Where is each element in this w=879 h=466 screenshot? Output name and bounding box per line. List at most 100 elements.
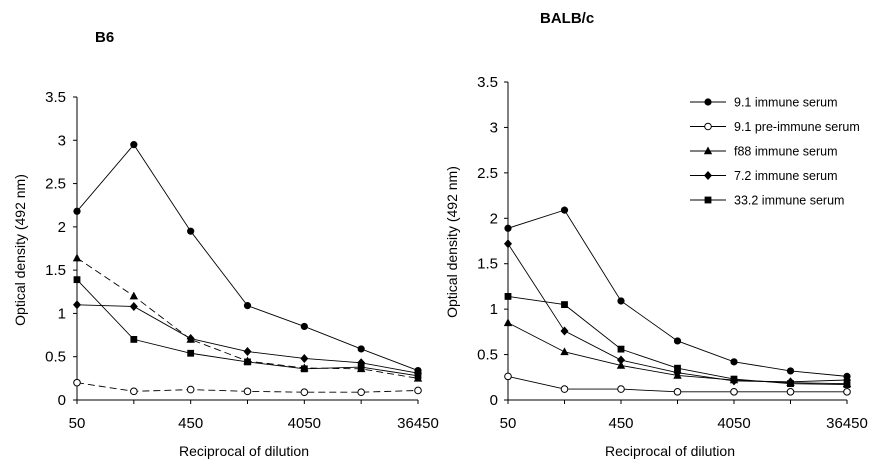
data-point [186, 385, 195, 394]
legend-label: 9.1 immune serum [734, 96, 838, 110]
series-1 [504, 372, 851, 396]
data-point [616, 360, 626, 369]
legend-label: 9.1 pre-immune serum [734, 120, 860, 134]
x-tick-label: 50 [500, 415, 517, 432]
y-tick-label: 2.5 [477, 165, 498, 182]
data-point [243, 347, 252, 357]
y-tick-label: 0.5 [477, 347, 498, 364]
data-point [73, 300, 81, 310]
data-point [187, 227, 195, 235]
data-point [730, 358, 738, 366]
y-tick-label: 3.5 [477, 74, 498, 91]
data-point [787, 380, 794, 388]
legend-marker [704, 171, 712, 180]
series-line [507, 209, 848, 377]
legend-marker [703, 146, 713, 155]
data-point [130, 336, 138, 343]
data-point [730, 388, 738, 396]
legend-marker [704, 122, 712, 131]
data-point [843, 381, 851, 388]
data-point [504, 293, 512, 300]
data-point [504, 224, 512, 232]
data-point [357, 345, 365, 353]
data-point [130, 141, 138, 149]
x-axis-label: Reciprocal of dilution [179, 443, 309, 459]
y-tick-label: 0 [58, 392, 66, 409]
chart-title: B6 [95, 29, 114, 46]
series-4 [73, 276, 422, 380]
data-point [300, 365, 308, 373]
data-point [414, 372, 422, 380]
y-tick-label: 0 [490, 392, 498, 409]
data-point [674, 364, 681, 372]
data-point [560, 385, 569, 393]
data-point [617, 385, 625, 393]
data-point [786, 367, 795, 375]
y-tick-label: 2 [58, 219, 66, 236]
y-tick-label: 1.5 [477, 256, 498, 273]
y-tick-label: 0.5 [45, 349, 66, 366]
y-tick-label: 2 [490, 210, 498, 227]
data-point [300, 322, 308, 331]
data-point [129, 302, 138, 312]
data-point [560, 347, 569, 356]
legend: 9.1 immune serum 9.1 pre-immune serum f88 … [690, 96, 860, 208]
x-tick-label: 450 [178, 415, 203, 432]
data-point [730, 375, 738, 383]
data-point [504, 239, 512, 249]
data-point [617, 345, 625, 353]
series-3 [504, 239, 851, 387]
data-point [503, 318, 513, 327]
data-point [560, 326, 569, 336]
x-axis-label: Reciprocal of dilution [605, 443, 735, 459]
data-point [73, 207, 81, 215]
series-0 [73, 141, 422, 375]
y-axis-label: Optical density (492 nm) [444, 166, 460, 318]
data-point [73, 378, 81, 387]
data-point [73, 276, 81, 284]
data-point [357, 363, 365, 371]
data-point [300, 353, 309, 363]
data-point [560, 206, 569, 214]
data-point [244, 358, 251, 366]
x-tick-label: 4050 [717, 415, 750, 432]
data-point [504, 372, 512, 381]
data-point [617, 355, 625, 365]
data-point [843, 388, 851, 396]
data-point [129, 291, 139, 300]
legend-marker [704, 196, 712, 204]
data-point [187, 349, 195, 357]
legend-marker [704, 98, 712, 106]
series-line [507, 243, 848, 383]
series-3 [73, 300, 422, 378]
series-4 [504, 293, 851, 388]
series-1 [73, 378, 422, 397]
data-point [617, 297, 625, 305]
data-point [673, 388, 682, 396]
data-point [130, 387, 138, 396]
data-point [72, 253, 82, 262]
y-tick-label: 3 [58, 132, 66, 149]
x-tick-label: 50 [69, 415, 86, 432]
y-tick-label: 3.5 [45, 89, 66, 106]
x-tick-label: 36450 [397, 415, 439, 432]
chart-panel-1: BALB/c 0 0.5 1 1.5 2 2.5 3 3.5 50 450 4050 36450 Reci… [444, 10, 868, 459]
series-line [76, 143, 419, 371]
legend-label: 33.2 immune serum [734, 194, 844, 208]
y-tick-label: 1 [58, 305, 66, 322]
data-point [673, 337, 682, 345]
series-0 [504, 206, 851, 380]
y-tick-label: 1 [490, 301, 498, 318]
y-tick-label: 3 [490, 119, 498, 136]
data-point [357, 388, 365, 397]
data-point [243, 387, 252, 396]
y-tick-label: 1.5 [45, 262, 66, 279]
data-point [300, 388, 309, 397]
y-axis-label: Optical density (492 nm) [12, 174, 28, 326]
chart-title: BALB/c [540, 10, 594, 27]
legend-label: 7.2 immune serum [734, 169, 838, 183]
x-tick-label: 36450 [826, 415, 868, 432]
data-point [786, 388, 795, 396]
data-point [414, 386, 422, 395]
